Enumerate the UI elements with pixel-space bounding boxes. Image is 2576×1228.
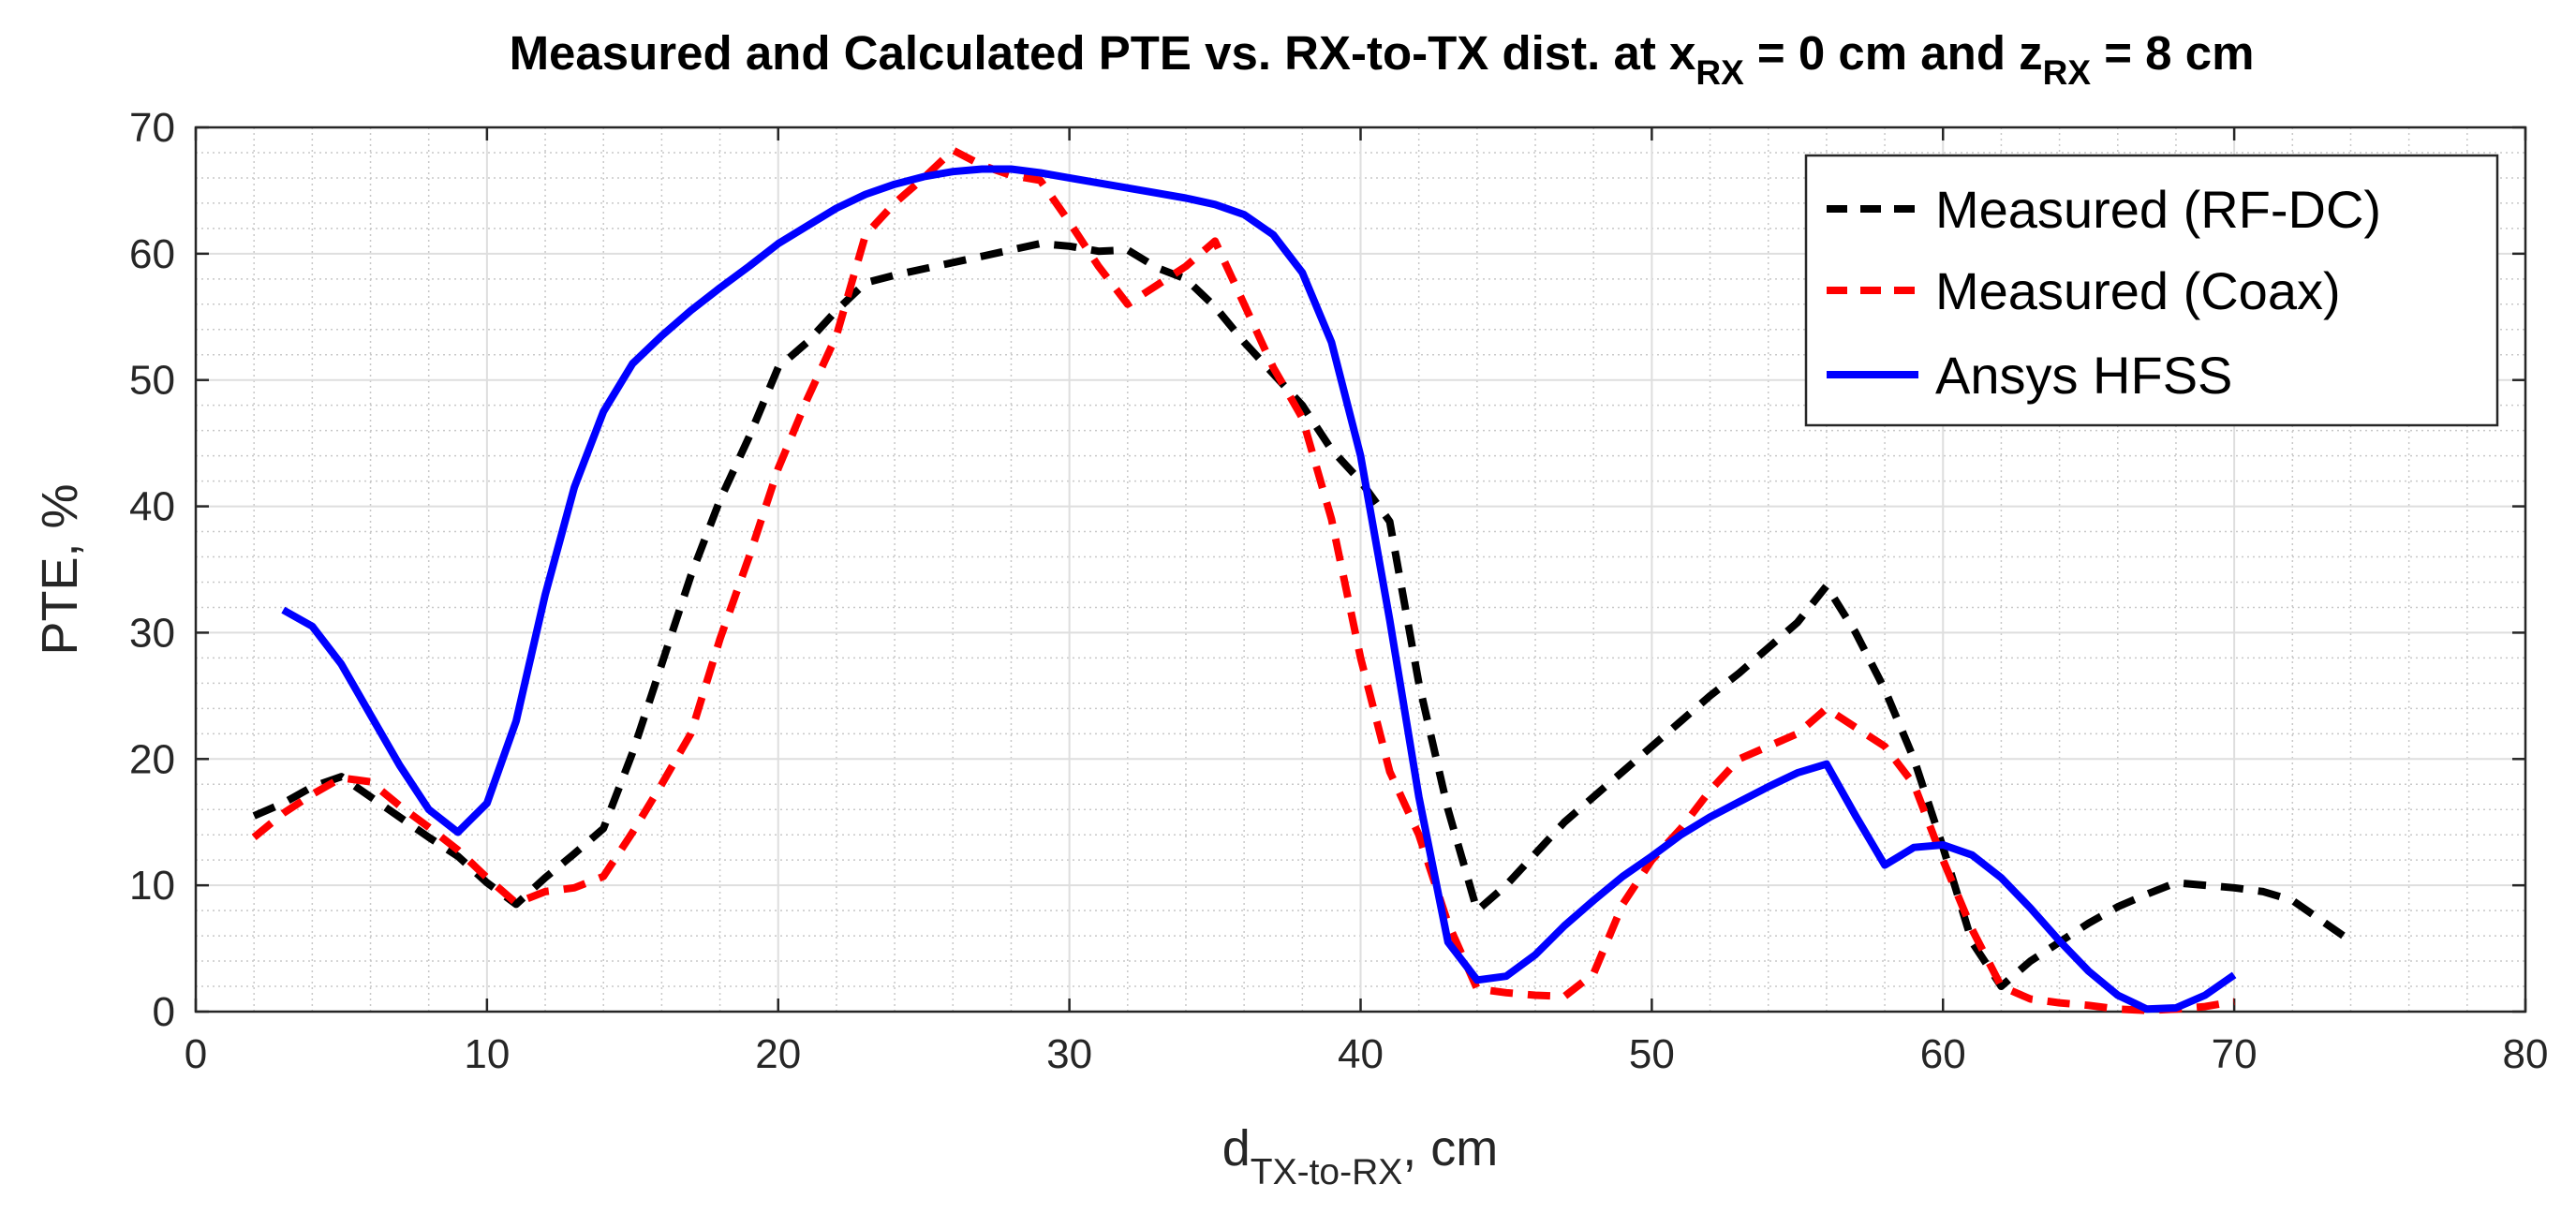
legend-label-coax: Measured (Coax) [1935, 261, 2341, 320]
y-tick-label: 50 [129, 358, 175, 404]
series-layer [251, 146, 2353, 1014]
x-tick-label: 20 [755, 1031, 801, 1077]
series-line-ansys-hfss [281, 165, 2237, 1013]
series-line-measured-rf-dc [252, 240, 2353, 990]
chart-title: Measured and Calculated PTE vs. RX-to-TX… [510, 26, 2255, 92]
legend-box [1804, 154, 2499, 427]
x-tick-label: 80 [2503, 1031, 2549, 1077]
y-tick-label: 30 [129, 610, 175, 656]
x-tick-label: 50 [1629, 1031, 1675, 1077]
grid-layer [195, 126, 2526, 1013]
y-tick-label: 20 [129, 736, 175, 782]
legend-label-hfss: Ansys HFSS [1935, 346, 2232, 405]
y-axis-label: PTE, % [32, 483, 88, 655]
x-axis-label: dTX-to-RX, cm [1222, 1120, 1499, 1192]
y-tick-label: 0 [153, 989, 175, 1035]
x-tick-label: 0 [185, 1031, 207, 1077]
tick-layer: 0 10 20 30 40 50 60 70 80 0 10 20 30 40 50 60 70 [129, 105, 2548, 1077]
y-tick-label: 70 [129, 105, 175, 151]
y-tick-label: 40 [129, 484, 175, 530]
x-tick-label: 70 [2212, 1031, 2258, 1077]
x-tick-label: 30 [1046, 1031, 1092, 1077]
series-line-measured-coax [251, 146, 2235, 1014]
legend: Measured (RF-DC) Measured (Coax) Ansys H… [1804, 154, 2499, 427]
y-tick-label: 60 [129, 231, 175, 277]
x-tick-label: 10 [464, 1031, 510, 1077]
x-tick-label: 40 [1338, 1031, 1384, 1077]
legend-label-rf-dc: Measured (RF-DC) [1935, 180, 2381, 239]
y-tick-label: 10 [129, 863, 175, 909]
x-tick-label: 60 [1920, 1031, 1966, 1077]
